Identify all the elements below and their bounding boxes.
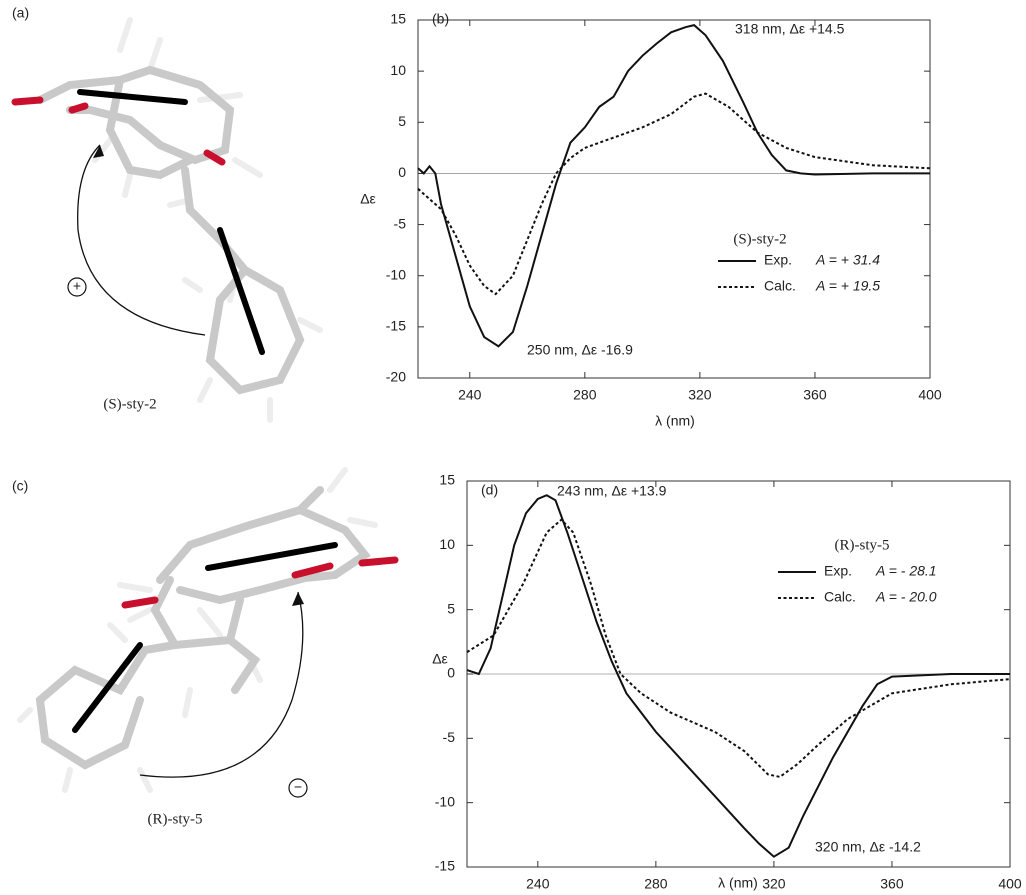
panel-label: (c) — [12, 478, 28, 494]
y-tick-label: 5 — [447, 600, 455, 616]
x-tick-label: 280 — [644, 876, 668, 892]
x-tick-label: 240 — [526, 876, 550, 892]
panel-label: (a) — [12, 5, 29, 21]
molecule-a — [15, 20, 320, 420]
molecule-label: (R)-sty-5 — [148, 811, 203, 827]
figure: (a) (c) + − (S)-sty-2 (R)-sty-5 -20 -15 -1… — [0, 0, 1026, 895]
y-axis-label: Δε — [360, 191, 376, 207]
y-axis-label: Δε — [432, 651, 448, 667]
annotation: 320 nm, Δε -14.2 — [815, 839, 921, 855]
y-tick-label: 0 — [447, 665, 455, 681]
y-tick-label: -20 — [386, 369, 406, 385]
legend-note: A = - 20.0 — [875, 589, 937, 605]
x-axis-label: λ (nm) — [718, 875, 758, 891]
legend-note: A = - 28.1 — [875, 563, 937, 579]
x-tick-label: 320 — [688, 387, 712, 403]
x-tick-label: 240 — [458, 387, 482, 403]
y-tick-label: 15 — [439, 472, 455, 488]
x-tick-label: 360 — [880, 876, 904, 892]
y-tick-label: 5 — [398, 113, 406, 129]
annotation: 243 nm, Δε +13.9 — [557, 483, 667, 499]
x-tick-label: 320 — [762, 876, 786, 892]
legend-title: (S)-sty-2 — [733, 231, 786, 247]
sign: − — [294, 779, 302, 795]
legend-label: Calc. — [824, 589, 856, 605]
y-tick-label: -15 — [435, 858, 455, 874]
x-tick-label: 360 — [803, 387, 827, 403]
x-tick-label: 400 — [918, 387, 942, 403]
arrow-head — [292, 592, 304, 606]
y-tick-label: -5 — [394, 215, 407, 231]
y-tick-label: -10 — [386, 266, 406, 282]
y-tick-label: 0 — [398, 164, 406, 180]
panel-label: (d) — [481, 482, 498, 498]
y-tick-label: 10 — [439, 536, 455, 552]
y-tick-label: -15 — [386, 318, 406, 334]
y-tick-label: 10 — [390, 62, 406, 78]
legend-title: (R)-sty-5 — [835, 537, 890, 553]
x-tick-label: 400 — [998, 876, 1022, 892]
series-line — [467, 520, 1010, 777]
annotation: 250 nm, Δε -16.9 — [527, 342, 633, 358]
panel-label: (b) — [432, 11, 449, 27]
y-tick-label: 15 — [390, 11, 406, 27]
legend-label: Exp. — [764, 252, 792, 268]
molecule-c — [20, 470, 395, 797]
y-tick-label: -10 — [435, 793, 455, 809]
annotation: 318 nm, Δε +14.5 — [735, 21, 845, 37]
plot-frame — [418, 20, 930, 378]
series-line — [467, 495, 1010, 857]
x-axis-label: λ (nm) — [655, 413, 695, 429]
legend-note: A = + 19.5 — [815, 278, 880, 294]
legend-label: Calc. — [764, 278, 796, 294]
y-tick-label: -5 — [443, 729, 456, 745]
legend-label: Exp. — [824, 563, 852, 579]
series-line — [418, 25, 930, 346]
legend-note: A = + 31.4 — [815, 252, 880, 268]
x-tick-label: 280 — [573, 387, 597, 403]
molecule-label: (S)-sty-2 — [103, 396, 156, 412]
sign: + — [73, 278, 81, 294]
